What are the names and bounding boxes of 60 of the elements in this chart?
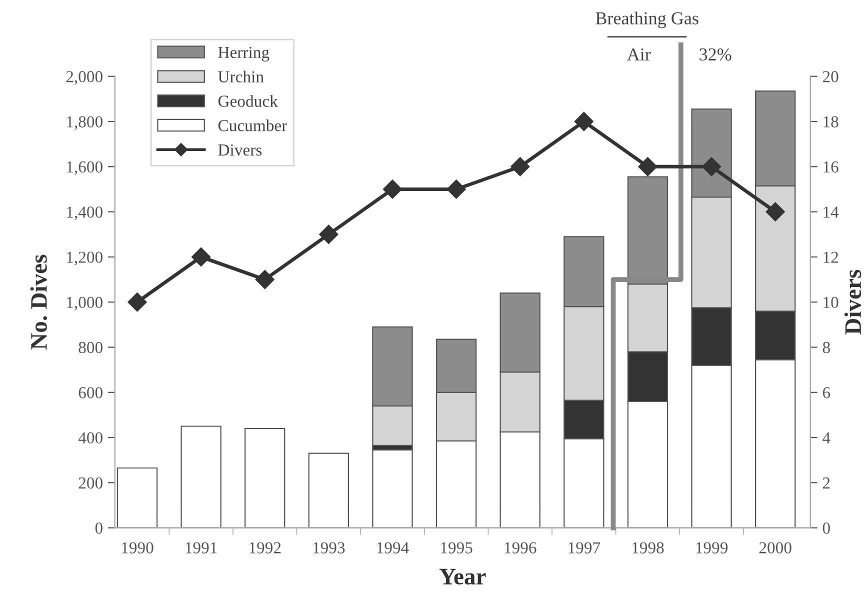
x-tick-label: 1992 xyxy=(250,542,281,554)
y-tick-label: 1,400 xyxy=(67,206,102,220)
bar xyxy=(308,452,350,528)
y-axis-title: No. Dives xyxy=(30,254,48,350)
point xyxy=(382,180,402,199)
y2-tick-label: 14 xyxy=(824,206,839,218)
bar xyxy=(180,426,222,528)
point xyxy=(766,202,785,222)
point xyxy=(128,292,147,312)
y2-tick-label: 20 xyxy=(822,71,838,82)
text: Breathing Gas xyxy=(596,12,698,28)
y-tick-label: 1,200 xyxy=(67,252,102,266)
x-tick-label: 1995 xyxy=(441,542,472,554)
x-tick-label: 1991 xyxy=(186,542,217,554)
bar xyxy=(244,428,286,528)
point xyxy=(255,270,274,290)
x-tick-label: 1990 xyxy=(122,542,154,554)
y2-tick-label: 0 xyxy=(822,522,830,534)
y2-tick-label: 10 xyxy=(824,296,838,308)
x-tick-label: 1993 xyxy=(313,542,345,554)
y-tick-label: 600 xyxy=(78,387,102,398)
text: 32% xyxy=(700,48,732,61)
point xyxy=(638,157,658,176)
x-tick-label: 1999 xyxy=(696,542,728,554)
x-tick-label: 1998 xyxy=(632,542,664,554)
y-tick-label: 1,800 xyxy=(67,116,102,130)
bar xyxy=(372,449,413,528)
x-tick-label: 2000 xyxy=(759,542,792,554)
text: Air xyxy=(627,48,651,60)
y-tick-label: 0 xyxy=(95,522,102,534)
y2-tick-label: 12 xyxy=(824,252,838,263)
y2-axis-title: Divers xyxy=(844,270,862,334)
legend-label: Divers xyxy=(218,144,262,156)
y2-tick-label: 4 xyxy=(822,432,830,444)
y2-tick-label: 8 xyxy=(822,342,830,354)
y-tick-label: 400 xyxy=(78,432,102,444)
point xyxy=(702,157,722,176)
y2-tick-label: 6 xyxy=(822,387,830,398)
y-tick-label: 1,000 xyxy=(67,296,102,310)
y-tick-label: 800 xyxy=(78,342,102,354)
point xyxy=(319,224,338,244)
point xyxy=(192,247,211,266)
bar xyxy=(116,467,158,528)
legend-label: Geoduck xyxy=(218,95,278,107)
point xyxy=(510,157,530,176)
legend-label: Herring xyxy=(218,46,270,62)
y2-tick-label: 16 xyxy=(824,161,838,173)
point xyxy=(574,112,594,132)
legend-label: Cucumber xyxy=(218,120,288,132)
y2-tick-label: 18 xyxy=(824,116,838,128)
y2-tick-label: 2 xyxy=(822,477,830,488)
x-tick-label: 1997 xyxy=(568,542,600,554)
point xyxy=(446,180,466,199)
y-tick-label: 200 xyxy=(78,477,102,489)
x-tick-label: 1994 xyxy=(377,542,409,554)
legend-label: Urchin xyxy=(218,70,264,82)
x-axis-title: Year xyxy=(439,568,486,585)
y-tick-label: 1,600 xyxy=(67,161,102,175)
y-tick-label: 2,000 xyxy=(66,71,102,85)
x-tick-label: 1996 xyxy=(504,542,536,554)
